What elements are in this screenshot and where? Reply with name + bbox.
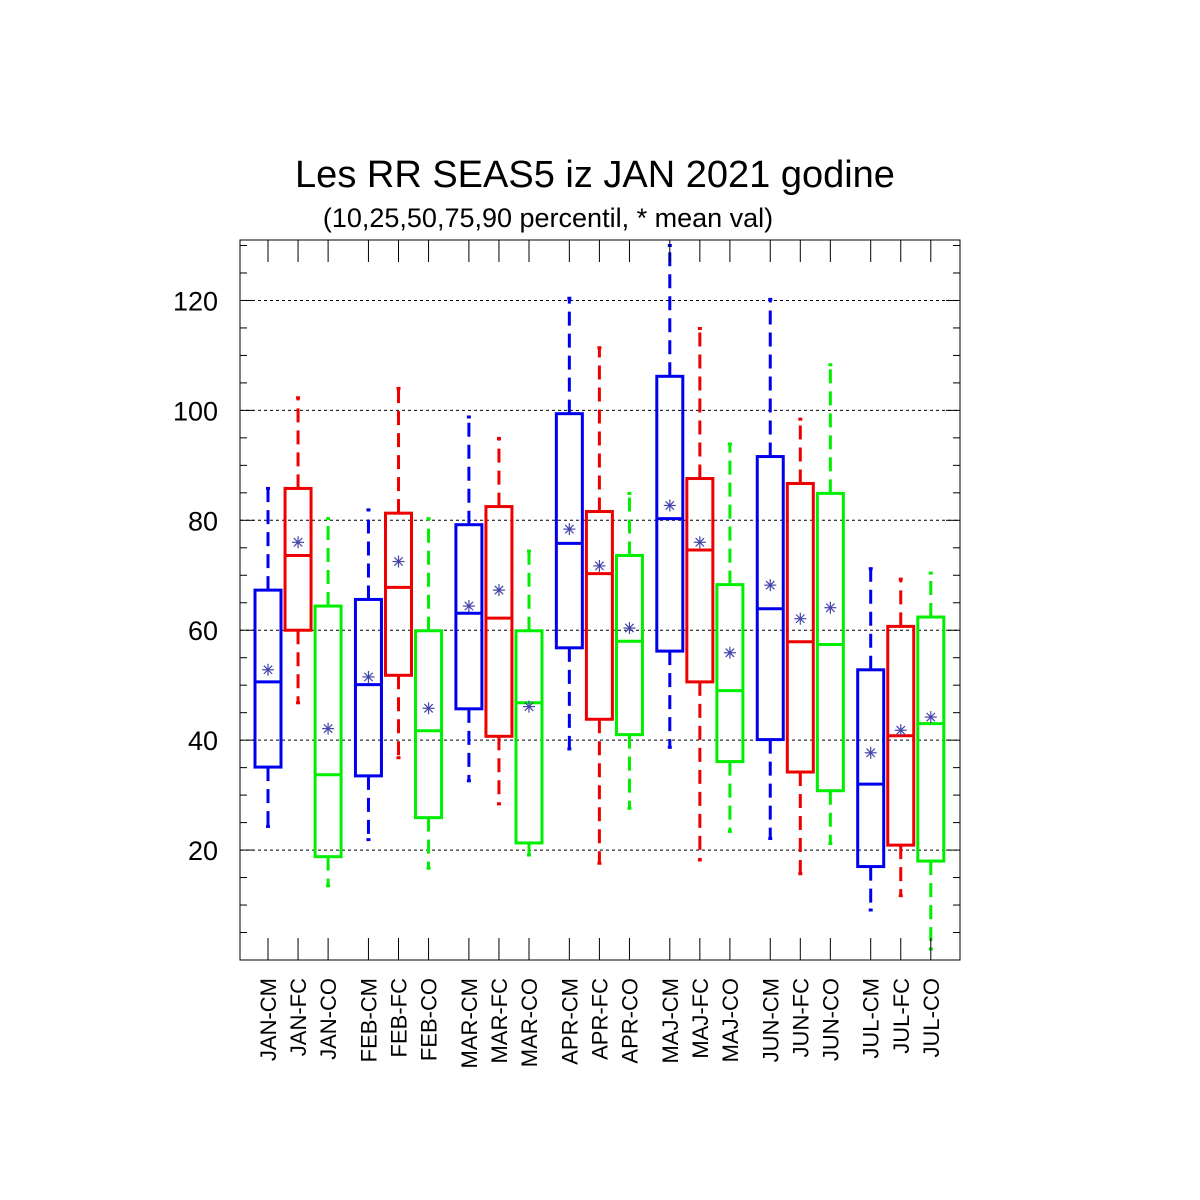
iqr-box <box>785 481 815 774</box>
iqr-box <box>554 412 584 650</box>
iqr-box <box>353 597 383 778</box>
box-jul-cm <box>856 567 886 912</box>
x-tick-label: JAN-CM <box>256 978 281 1061</box>
box-maj-co <box>715 442 745 833</box>
box-feb-fc <box>384 386 413 760</box>
mean-marker <box>563 523 576 536</box>
x-tick-label: APR-CO <box>617 978 642 1064</box>
iqr-box <box>454 523 484 711</box>
box-jun-cm <box>755 297 785 841</box>
x-tick-label: FEB-CM <box>356 978 381 1062</box>
box-apr-co <box>614 491 644 810</box>
x-tick-label: JUN-CM <box>758 978 783 1062</box>
box-jun-co <box>815 363 845 845</box>
iqr-box <box>614 553 644 737</box>
mean-marker <box>794 612 807 625</box>
box-apr-cm <box>554 296 584 751</box>
box-apr-fc <box>584 346 614 865</box>
x-tick-label: APR-FC <box>587 978 612 1060</box>
x-axis: JAN-CM JAN-FC JAN-CO FEB-CM FEB-FC FEB-CO MAR-… <box>256 240 944 1068</box>
iqr-box <box>514 629 544 845</box>
box-jan-co <box>313 517 343 888</box>
mean-marker <box>924 711 937 724</box>
x-tick-label: JAN-FC <box>286 978 311 1056</box>
mean-marker <box>864 746 877 759</box>
mean-marker <box>492 584 505 597</box>
mean-marker <box>392 555 405 568</box>
x-tick-label: MAJ-CM <box>658 978 683 1064</box>
x-tick-label: MAR-CM <box>457 978 482 1068</box>
y-tick-label: 120 <box>173 286 218 316</box>
mean-marker <box>593 559 606 572</box>
iqr-box <box>253 588 283 769</box>
x-tick-label: MAR-FC <box>487 978 512 1064</box>
mean-marker <box>462 600 475 613</box>
mean-marker <box>623 622 636 635</box>
iqr-box <box>283 486 313 632</box>
box-jan-fc <box>283 396 313 705</box>
mean-marker <box>322 722 335 735</box>
mean-marker <box>262 663 274 676</box>
box-mar-fc <box>484 436 514 806</box>
iqr-box <box>715 583 745 764</box>
iqr-box <box>815 491 845 793</box>
box-jan-cm <box>253 486 283 828</box>
x-tick-label: FEB-CO <box>417 978 442 1061</box>
box-jun-fc <box>785 417 815 876</box>
mean-marker <box>693 536 706 549</box>
iqr-box <box>685 477 715 684</box>
y-tick-label: 100 <box>173 396 218 426</box>
box-feb-cm <box>353 508 383 842</box>
y-tick-label: 40 <box>188 726 218 756</box>
mean-marker <box>894 724 907 737</box>
iqr-box <box>916 615 946 863</box>
box-jul-co <box>916 571 946 951</box>
box-maj-fc <box>685 326 715 862</box>
iqr-box <box>313 604 343 859</box>
x-tick-label: JUL-CO <box>919 978 944 1057</box>
x-tick-label: JUL-FC <box>889 978 914 1054</box>
box-maj-cm <box>655 243 685 749</box>
mean-marker <box>764 579 777 592</box>
mean-marker <box>523 700 535 713</box>
iqr-box <box>414 629 444 820</box>
iqr-box <box>584 510 614 721</box>
box-mar-cm <box>454 415 484 783</box>
x-tick-label: JUN-FC <box>788 978 813 1058</box>
box-jul-fc <box>886 577 916 898</box>
x-tick-label: MAR-CO <box>517 978 542 1067</box>
box-mar-co <box>514 549 544 857</box>
iqr-box <box>755 455 785 742</box>
mean-marker <box>824 601 837 614</box>
mean-marker <box>723 646 736 659</box>
x-tick-label: JUL-CM <box>859 978 884 1059</box>
x-tick-label: MAJ-FC <box>688 978 713 1059</box>
x-tick-label: MAJ-CO <box>718 978 743 1062</box>
mean-marker <box>292 536 305 549</box>
y-tick-label: 80 <box>188 506 218 536</box>
x-tick-label: JAN-CO <box>316 978 341 1060</box>
y-tick-label: 60 <box>188 616 218 646</box>
y-axis: 20 40 60 80 100 120 <box>173 244 960 934</box>
iqr-box <box>484 505 514 738</box>
chart-title: Les RR SEAS5 iz JAN 2021 godine <box>295 154 895 196</box>
boxes-layer <box>253 243 946 951</box>
x-tick-label: APR-CM <box>557 978 582 1065</box>
y-tick-label: 20 <box>188 836 218 866</box>
iqr-box <box>655 374 685 653</box>
box-feb-co <box>414 517 444 870</box>
mean-marker <box>422 702 435 715</box>
iqr-box <box>856 668 886 869</box>
iqr-box <box>384 511 413 677</box>
plot-frame <box>239 239 961 961</box>
mean-marker <box>362 670 375 683</box>
mean-marker <box>663 499 676 512</box>
x-tick-label: FEB-FC <box>387 978 412 1058</box>
x-tick-label: JUN-CO <box>818 978 843 1061</box>
chart-subtitle: (10,25,50,75,90 percentil, * mean val) <box>323 203 773 233</box>
